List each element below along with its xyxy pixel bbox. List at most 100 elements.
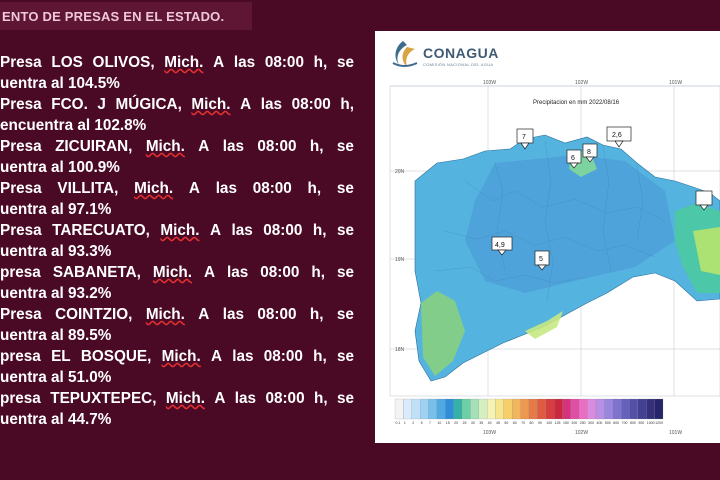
legend-swatch [495, 398, 504, 420]
dam-status-word: Presa [0, 306, 42, 323]
dam-status-word: se [336, 390, 354, 407]
legend-swatch [537, 398, 546, 420]
legend-label: 100 [546, 421, 552, 425]
svg-text:6: 6 [571, 155, 575, 162]
legend-swatch [503, 398, 513, 420]
dam-status-word: se [336, 264, 354, 281]
legend-swatch [595, 398, 605, 420]
legend-swatch [520, 398, 530, 420]
legend-label: 50 [504, 421, 508, 425]
dam-status-word: las [260, 96, 283, 113]
dam-status-word: ZICUIRAN, [55, 138, 133, 155]
legend-swatch [470, 398, 479, 420]
dam-status-word: COINTZIO, [55, 306, 133, 323]
dam-status-word: Mich. [160, 222, 200, 239]
legend-swatch [629, 398, 638, 420]
dam-status-word: 08:00 [260, 264, 300, 281]
rain-marker: 2,6 [606, 126, 632, 148]
legend-label: 2 [412, 421, 414, 425]
dam-status-word: Presa [0, 222, 42, 239]
lon-label-101w-bottom: 101W [669, 430, 682, 436]
legend-swatch [570, 398, 580, 420]
legend-swatch [587, 398, 597, 420]
legend-label: 1 [404, 421, 406, 425]
legend-swatch [612, 398, 622, 420]
dam-status-word: 08:00 [252, 180, 292, 197]
legend-label: 60 [513, 421, 517, 425]
legend-label: 5 [421, 421, 423, 425]
dam-status-word: EL [51, 348, 71, 365]
rain-marker [695, 190, 713, 211]
dam-status-word: las [231, 222, 253, 239]
dam-status-word: SABANETA, [52, 264, 141, 281]
dam-status-word: VILLITA, [57, 180, 119, 197]
lon-label-102w: 102W [575, 80, 588, 86]
legend-swatch [554, 398, 563, 420]
dam-status-percentage: uentra al 93.3% [0, 243, 112, 260]
dam-status-word: h, [311, 264, 325, 281]
dam-status-word: A [198, 306, 210, 323]
legend-swatch [562, 398, 571, 420]
dam-status-word: Presa [0, 96, 42, 113]
legend-swatch [453, 398, 463, 420]
lon-label-103w-bottom: 103W [483, 430, 496, 436]
dam-status-word: presa [0, 390, 41, 407]
legend-swatch [428, 398, 437, 420]
rain-marker: 8 [582, 143, 598, 163]
lat-label-18n: 18N [395, 347, 405, 353]
dam-status-word: presa [0, 264, 41, 281]
legend-swatch [646, 398, 655, 420]
dam-status-word: h, [340, 96, 354, 113]
legend-label: 10 [437, 421, 441, 425]
rain-gauge-markers: 7 2,6 6 8 4,9 [491, 126, 713, 271]
svg-text:8: 8 [587, 149, 591, 156]
legend-label: 700 [622, 421, 628, 425]
section-title: ENTO DE PRESAS EN EL ESTADO. [2, 8, 225, 24]
legend-label: 125 [555, 421, 561, 425]
dam-status-word: TEPUXTEPEC, [50, 390, 157, 407]
dam-status-word: las [222, 306, 245, 323]
dam-status-word: 08:00 [265, 390, 305, 407]
dam-status-percentage: uentra al 44.7% [0, 411, 112, 428]
legend-label: 90 [538, 421, 542, 425]
legend-swatch [637, 398, 647, 420]
legend-label: 20 [454, 421, 458, 425]
svg-text:5: 5 [539, 256, 543, 263]
dam-status-word: Presa [0, 54, 42, 71]
dam-status-word: las [222, 138, 245, 155]
dam-status-word: Presa [0, 180, 42, 197]
dam-status-word: 08:00 [263, 222, 303, 239]
dam-status-word: presa [0, 348, 41, 365]
dam-status-word: A [210, 348, 223, 365]
legend-label: 80 [530, 421, 534, 425]
legend-label: 600 [613, 421, 619, 425]
legend-label: 800 [630, 421, 636, 425]
dam-status-word: A [188, 180, 200, 197]
dam-status-word: MÚGICA, [115, 96, 182, 113]
rain-marker: 7 [516, 128, 534, 150]
legend-swatch [461, 398, 471, 420]
dam-status-word: Mich. [145, 306, 185, 323]
precipitation-map-panel: 103W 102W 101W 103W 102W 101W 20N 19N 18… [375, 31, 720, 443]
legend-label: 200 [571, 421, 577, 425]
legend-swatch [445, 398, 454, 420]
dam-status-word: h, [312, 222, 327, 239]
legend-swatch [579, 398, 588, 420]
dam-status-word: A [240, 96, 252, 113]
precipitation-legend: 0.1 1 2 5 7 10 15 20 25 30 35 40 45 50 60 70 80 90 100 125 1… [394, 398, 664, 425]
lon-label-101w: 101W [669, 80, 682, 86]
